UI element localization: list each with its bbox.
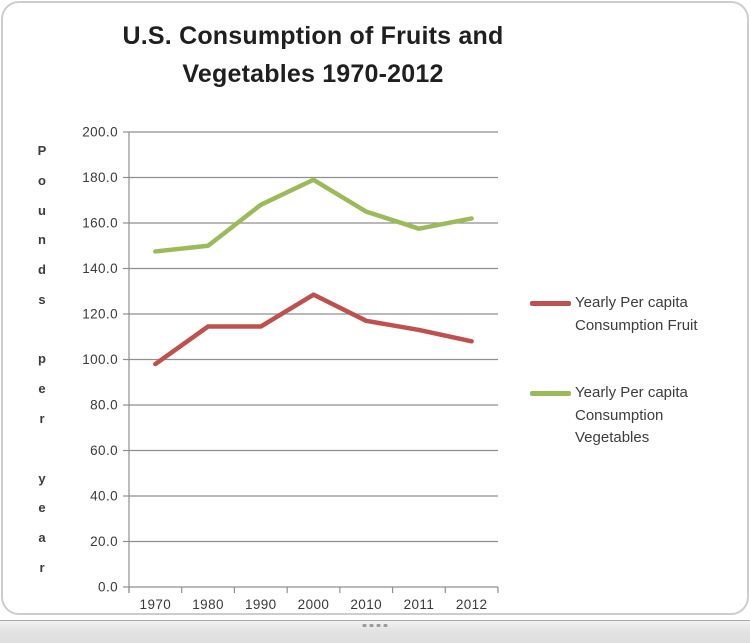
- horizontal-scrollbar[interactable]: [0, 620, 750, 643]
- y-tick-label: 40.0: [90, 489, 118, 504]
- x-tick-label: 2012: [456, 597, 488, 612]
- y-tick-label: 200.0: [82, 125, 118, 140]
- legend-label-fruit: Yearly Per capita Consumption Fruit: [575, 294, 698, 334]
- y-tick-label: 120.0: [82, 307, 118, 322]
- y-axis-title-char: r: [39, 559, 45, 575]
- x-tick-label: 1970: [140, 597, 172, 612]
- y-axis-title-char: p: [38, 351, 46, 367]
- legend-item-vegetables: Yearly Per capita Consumption Vegetables: [530, 382, 748, 450]
- plot-area: 0.0 20.0 40.0 60.0 80.0 100.0 120.0 140.0 160.0 1…: [82, 125, 499, 612]
- fruit-series-line: [153, 292, 474, 367]
- chart-title-line-1: U.S. Consumption of Fruits and: [122, 22, 504, 50]
- y-tick-label: 80.0: [90, 398, 118, 413]
- x-tick-label: 2011: [404, 597, 435, 612]
- x-tick-label: 2000: [298, 597, 330, 612]
- y-axis-title-char: r: [39, 411, 45, 427]
- y-axis-title-char: d: [38, 262, 46, 278]
- y-tick-label: 60.0: [90, 443, 118, 458]
- vegetables-series-line: [153, 177, 474, 254]
- legend-label-vegetables: Yearly Per capita Consumption Vegetables: [575, 384, 688, 446]
- legend-line-swatch-vegetables: [530, 391, 571, 396]
- y-axis-title-char: s: [38, 291, 46, 307]
- y-axis-title-char: y: [38, 470, 46, 486]
- legend-item-fruit: Yearly Per capita Consumption Fruit: [530, 292, 748, 337]
- x-tick-label: 1990: [245, 597, 277, 612]
- legend-line-swatch-fruit: [530, 301, 571, 306]
- y-axis-title-char: a: [38, 530, 46, 546]
- y-axis-title-char: e: [38, 381, 46, 397]
- y-tick-label: 20.0: [90, 534, 118, 549]
- chart-title-line-2: Vegetables 1970-2012: [182, 60, 444, 88]
- y-tick-label: 180.0: [82, 170, 118, 185]
- y-tick-label: 100.0: [82, 352, 118, 367]
- y-axis-title-char: n: [38, 232, 46, 248]
- x-tick-label: 2010: [350, 597, 382, 612]
- y-tick-label: 160.0: [82, 216, 118, 231]
- resize-grip-icon[interactable]: [362, 624, 388, 627]
- legend: Yearly Per capita Consumption Fruit Yearly…: [530, 292, 748, 495]
- y-axis-title-char: e: [38, 500, 46, 516]
- chart-title: U.S. Consumption of Fruits and Vegetable…: [63, 17, 563, 93]
- y-axis-title-char: o: [38, 172, 46, 188]
- y-axis-title-char: u: [38, 202, 46, 218]
- y-tick-label: 0.0: [98, 580, 118, 595]
- x-tick-label: 1980: [192, 597, 224, 612]
- y-tick-label: 140.0: [82, 261, 118, 276]
- chart-object-frame: U.S. Consumption of Fruits and Vegetable…: [1, 1, 749, 615]
- y-axis-title-char: P: [37, 143, 47, 158]
